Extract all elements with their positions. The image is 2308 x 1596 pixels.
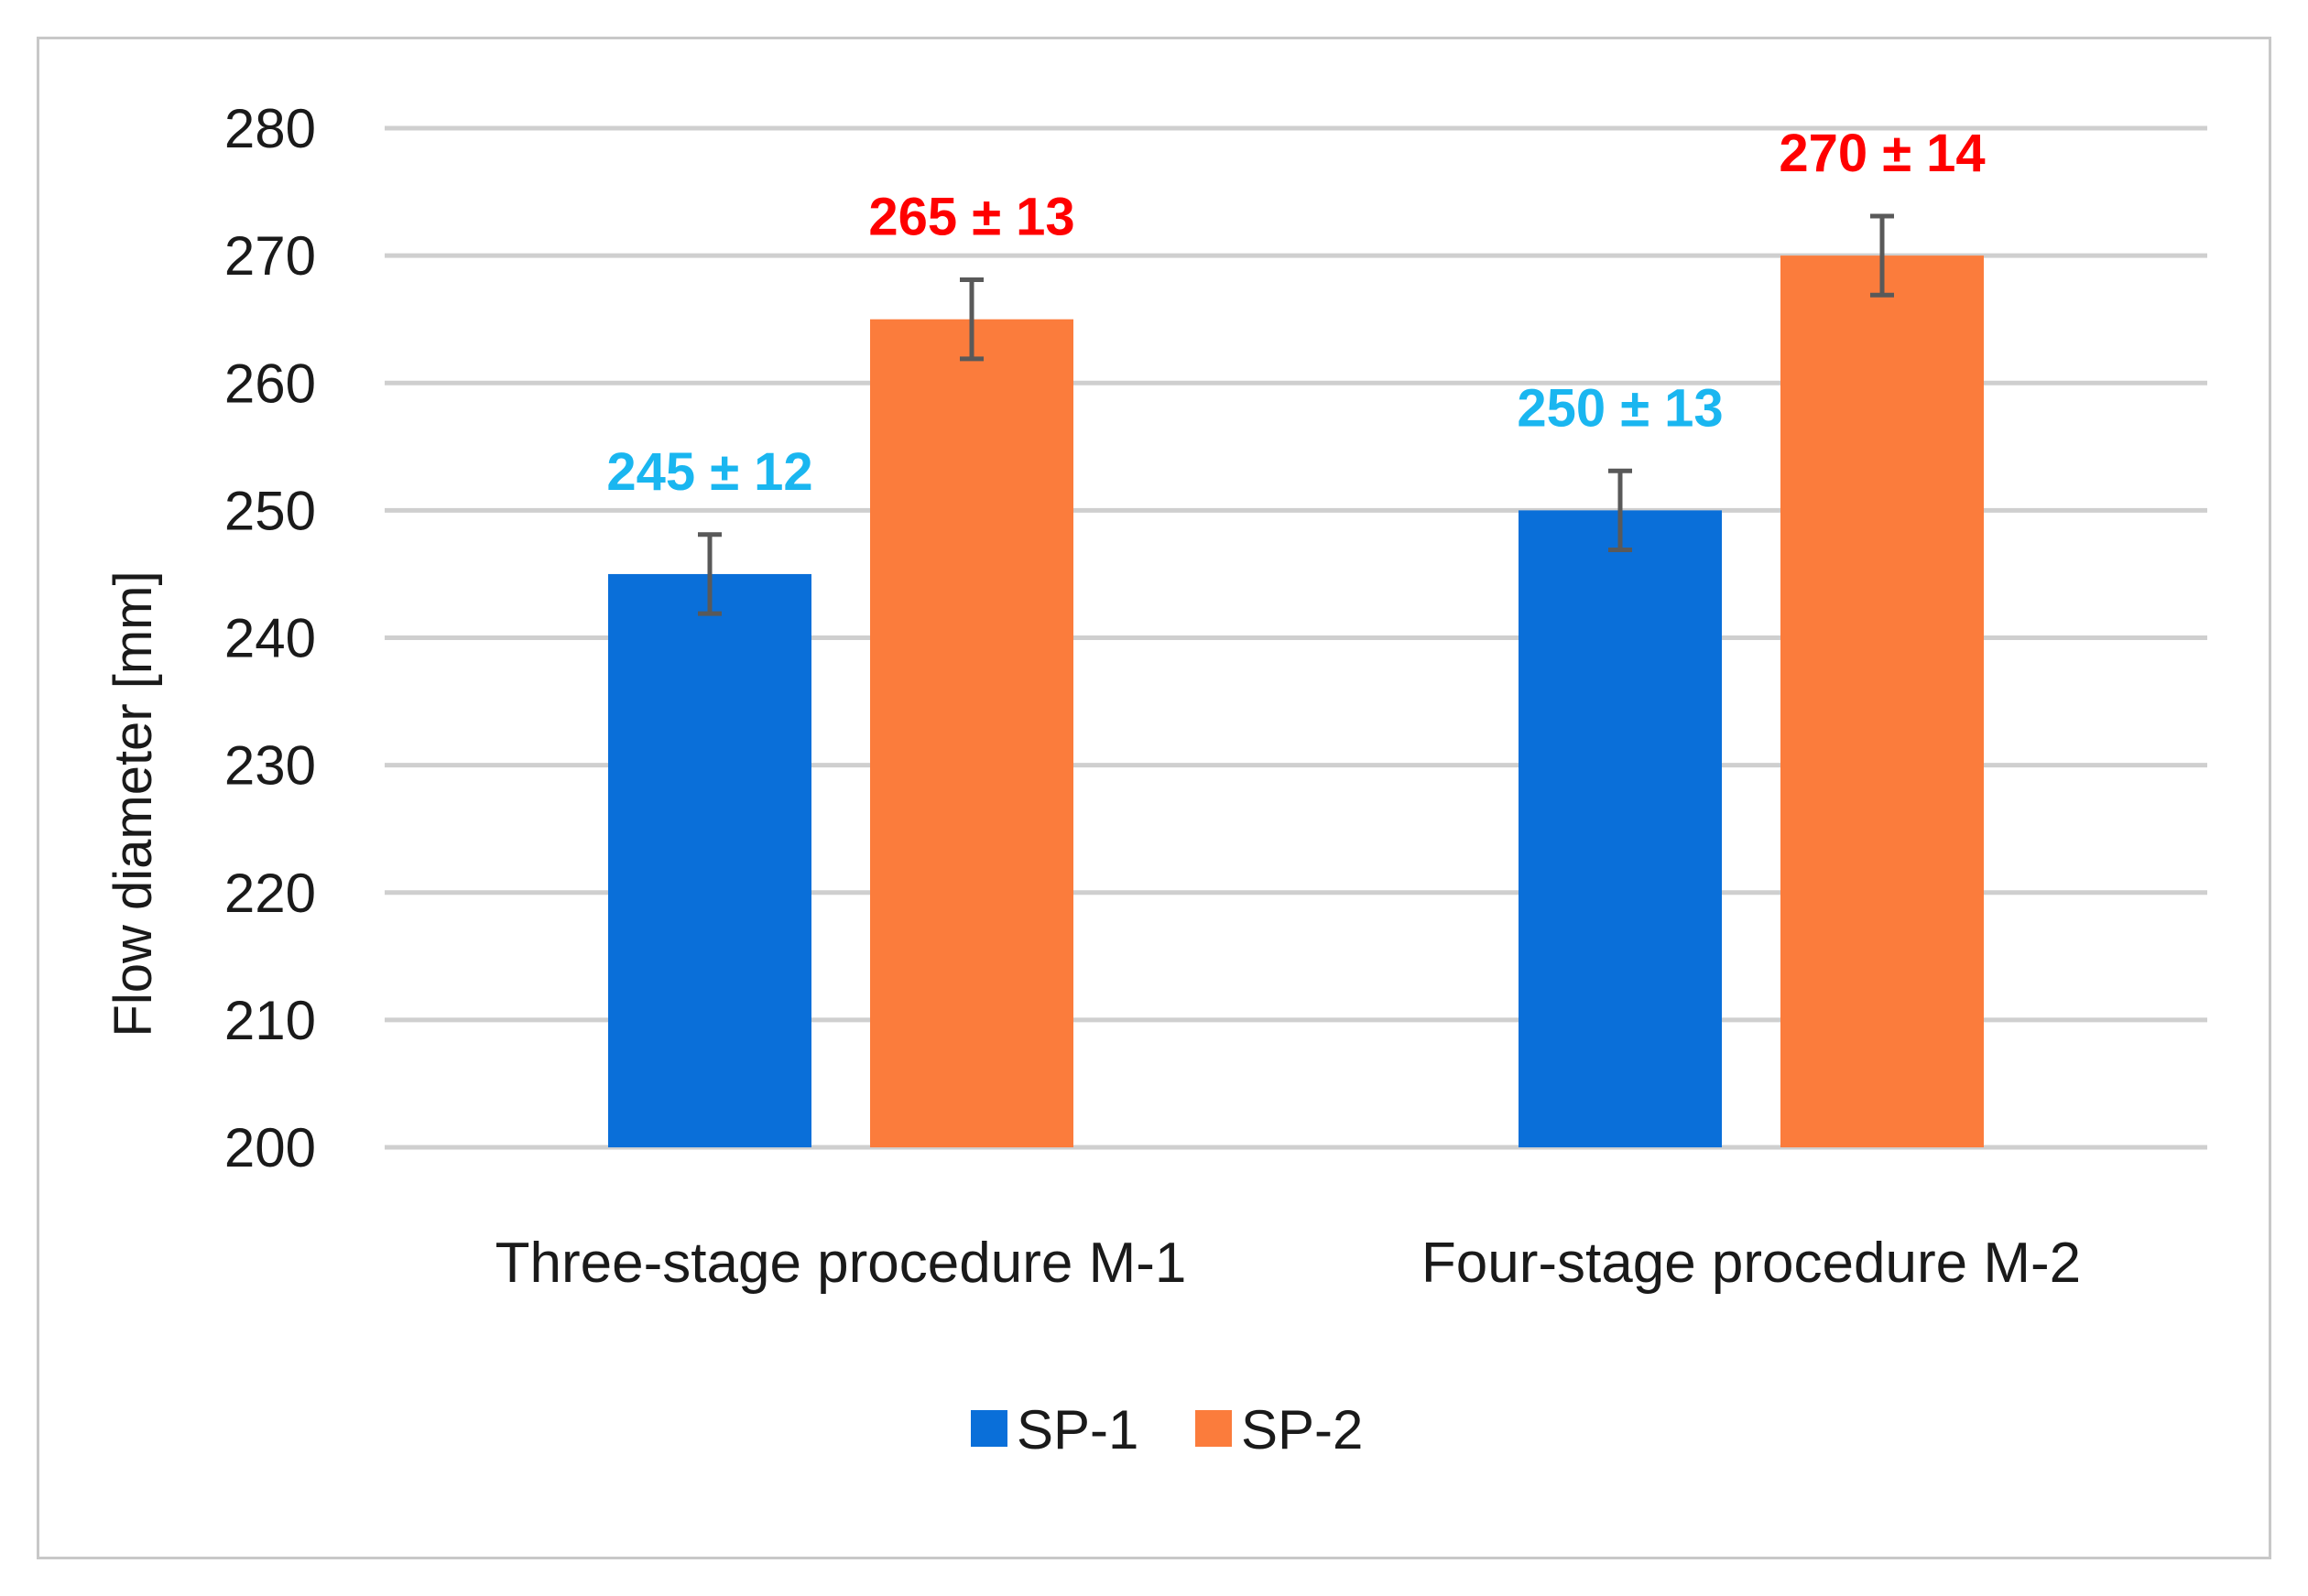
legend-swatch-sp-2 [1195,1410,1232,1447]
bar-sp-1-1 [608,573,811,1147]
data-labels: 245 ± 12 250 ± 13 265 ± 13 270 ± 14 [606,124,1985,502]
legend-swatch-sp-1 [971,1410,1007,1447]
error-bars [698,213,1894,616]
error-bar-sp-1-2 [1608,468,1632,553]
y-tick-label: 220 [224,863,316,924]
y-tick-label: 280 [224,98,316,159]
y-tick-label: 240 [224,608,316,669]
data-label-sp-1-2: 250 ± 13 [1517,378,1723,438]
data-label-sp-2-2: 270 ± 14 [1779,124,1985,183]
data-label-sp-2-1: 265 ± 13 [868,188,1074,247]
y-tick-labels: 200 210 220 230 240 250 260 270 280 [224,98,316,1178]
legend-label-sp-2: SP-2 [1241,1399,1363,1460]
y-tick-label: 250 [224,480,316,541]
x-category-labels: Three-stage procedure M-1 Four-stage proc… [495,1232,2081,1295]
bar-sp-2-1 [870,319,1073,1147]
legend-label-sp-1: SP-1 [1017,1399,1138,1460]
bars [608,255,1984,1147]
data-label-sp-1-1: 245 ± 12 [606,442,812,502]
y-tick-label: 260 [224,353,316,414]
bar-sp-1-2 [1519,510,1722,1147]
y-tick-label: 270 [224,225,316,287]
x-category-label: Four-stage procedure M-2 [1421,1232,2081,1295]
bar-sp-2-2 [1780,255,1984,1147]
error-bar-sp-1-1 [698,532,722,616]
y-tick-label: 210 [224,990,316,1051]
y-axis-label: Flow diameter [mm] [103,570,163,1037]
x-category-label: Three-stage procedure M-1 [495,1232,1187,1295]
error-bar-sp-2-1 [960,277,984,362]
error-bar-sp-2-2 [1870,213,1894,298]
y-tick-label: 230 [224,735,316,797]
legend: SP-1 SP-2 [971,1399,1363,1460]
y-tick-label: 200 [224,1117,316,1178]
